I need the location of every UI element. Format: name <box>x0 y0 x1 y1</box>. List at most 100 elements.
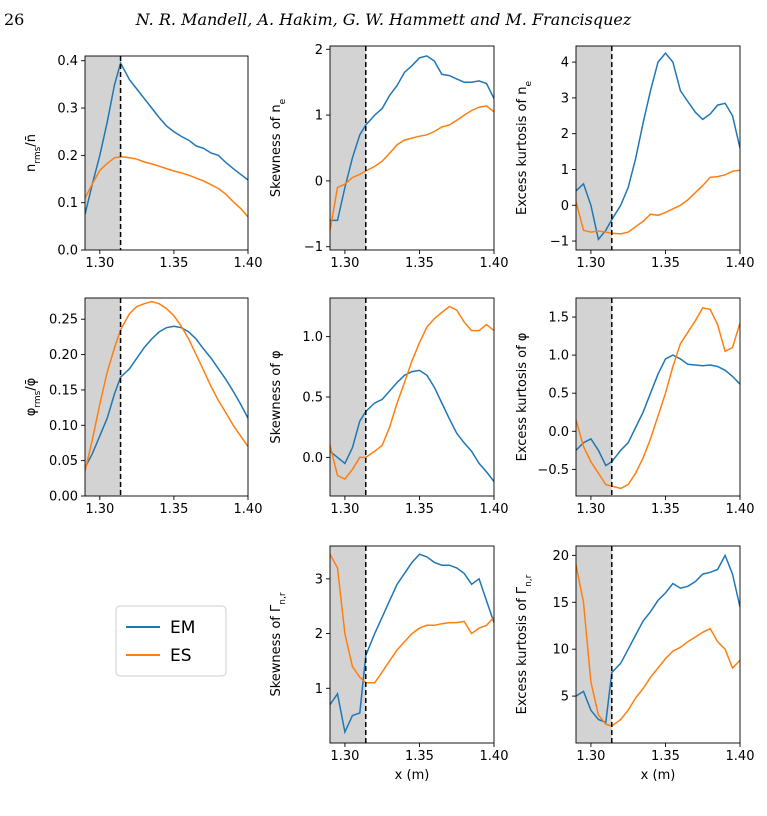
panel-nrms: 1.30 1.35 1.40 0.0 0.1 0.2 0.3 0.4 nrms/n̄ <box>24 54 262 271</box>
x-tick-label: 1.40 <box>726 749 755 764</box>
series-line-es <box>576 564 740 727</box>
y-tick-label: 0.5 <box>302 391 323 406</box>
x-tick-label: 1.40 <box>480 256 509 271</box>
series-line-es <box>85 156 248 218</box>
x-tick-label: 1.30 <box>330 256 359 271</box>
y-tick-label: 20 <box>552 549 569 564</box>
y-tick-label: 1 <box>561 163 569 178</box>
y-tick-label: 0.2 <box>57 149 78 164</box>
y-tick-label: 0.0 <box>57 244 78 259</box>
x-tick-label: 1.30 <box>576 749 605 764</box>
running-head-authors: N. R. Mandell, A. Hakim, G. W. Hammett a… <box>135 10 632 29</box>
series-line-es <box>330 553 494 684</box>
panel-phirms: 1.30 1.35 1.40 0.00 0.05 0.10 0.15 0.20 0.25 φrms… <box>24 297 263 517</box>
series-line-em <box>330 369 494 482</box>
y-tick-label: 0.3 <box>57 102 78 117</box>
x-tick-label: 1.30 <box>330 502 359 517</box>
x-tick-label: 1.30 <box>85 502 114 517</box>
y-tick-label: −1 <box>550 235 569 250</box>
x-tick-label: 1.35 <box>405 502 434 517</box>
shaded-region <box>85 56 121 250</box>
y-axis-label: nrms/n̄ <box>24 134 43 172</box>
y-tick-label: 0.20 <box>49 348 78 363</box>
y-tick-label: 2 <box>315 43 323 58</box>
y-tick-label: 1.0 <box>548 349 569 364</box>
y-tick-label: 0.4 <box>57 54 78 69</box>
x-tick-label: 1.40 <box>234 256 263 271</box>
shaded-region <box>330 46 366 250</box>
shaded-region <box>330 298 366 496</box>
y-tick-label: 0.10 <box>49 419 78 434</box>
y-axis-label: Skewness of Γn,r <box>269 592 288 696</box>
series-line-es <box>85 300 248 472</box>
shaded-region <box>85 298 121 496</box>
axes-frame <box>575 545 741 744</box>
panel-skew_gamma: 1.30 1.35 1.40 1 2 3 Skewness of Γn,r x (m) <box>269 545 509 783</box>
series-line-em <box>85 325 248 469</box>
y-tick-label: 0 <box>315 174 323 189</box>
y-axis-label: Excess kurtosis of ne <box>515 81 534 215</box>
y-tick-label: 1.5 <box>548 311 569 326</box>
x-tick-label: 1.40 <box>726 502 755 517</box>
axes-frame <box>329 545 495 744</box>
x-axis-label: x (m) <box>641 768 676 783</box>
y-tick-label: 0.1 <box>57 196 78 211</box>
y-tick-label: 0.5 <box>548 387 569 402</box>
y-tick-label: −1 <box>304 240 323 255</box>
x-tick-label: 1.40 <box>726 256 755 271</box>
axes-frame <box>84 297 249 497</box>
x-tick-label: 1.35 <box>159 502 188 517</box>
axes-frame <box>329 45 495 251</box>
series-line-em <box>576 354 740 467</box>
series-line-em <box>85 61 248 215</box>
page-number: 26 <box>4 10 25 29</box>
y-tick-label: 15 <box>552 596 569 611</box>
x-tick-label: 1.40 <box>480 749 509 764</box>
x-tick-label: 1.35 <box>651 749 680 764</box>
x-tick-label: 1.40 <box>234 502 263 517</box>
y-tick-label: 0.15 <box>49 383 78 398</box>
y-tick-label: −0.5 <box>537 463 569 478</box>
panel-kurt_ne: 1.30 1.35 1.40 −1 0 1 2 3 4 Excess kurtosis of ne <box>515 45 755 271</box>
x-tick-label: 1.30 <box>330 749 359 764</box>
y-axis-label: Excess kurtosis of φ <box>515 333 530 462</box>
series-line-em <box>330 553 494 735</box>
y-tick-label: 1 <box>315 682 323 697</box>
y-tick-label: 1 <box>315 109 323 124</box>
x-tick-label: 1.30 <box>576 256 605 271</box>
x-tick-label: 1.35 <box>651 256 680 271</box>
series-line-em <box>576 52 740 241</box>
legend-label-em: EM <box>170 618 195 638</box>
x-tick-label: 1.40 <box>480 502 509 517</box>
shaded-region <box>576 546 612 743</box>
panel-skew_phi: 1.30 1.35 1.40 0.0 0.5 1.0 Skewness of φ <box>269 297 509 517</box>
x-tick-label: 1.30 <box>85 256 114 271</box>
x-tick-label: 1.35 <box>405 256 434 271</box>
y-tick-label: 0.0 <box>548 425 569 440</box>
x-tick-label: 1.35 <box>651 502 680 517</box>
series-line-em <box>330 55 494 222</box>
y-tick-label: 2 <box>315 627 323 642</box>
y-tick-label: 1.0 <box>302 330 323 345</box>
y-tick-label: 0 <box>561 199 569 214</box>
panel-kurt_gamma: 1.30 1.35 1.40 5 10 15 20 Excess kurtosis of Γn… <box>515 545 755 783</box>
x-tick-label: 1.35 <box>159 256 188 271</box>
series-line-es <box>330 105 494 231</box>
y-tick-label: 3 <box>561 91 569 106</box>
axes-frame <box>575 297 741 497</box>
axes-frame <box>84 55 249 251</box>
x-tick-label: 1.30 <box>576 502 605 517</box>
y-tick-label: 5 <box>561 690 569 705</box>
y-tick-label: 0.25 <box>49 313 78 328</box>
y-tick-label: 3 <box>315 572 323 587</box>
y-tick-label: 0.00 <box>49 490 78 505</box>
panel-skew_ne: 1.30 1.35 1.40 −1 0 1 2 Skewness of ne <box>269 43 508 271</box>
y-tick-label: 10 <box>552 643 569 658</box>
shaded-region <box>576 298 612 496</box>
y-axis-label: Skewness of φ <box>269 350 284 443</box>
series-line-es <box>576 169 740 235</box>
y-tick-label: 0.05 <box>49 454 78 469</box>
x-tick-label: 1.35 <box>405 749 434 764</box>
legend: EM ES <box>115 605 227 677</box>
